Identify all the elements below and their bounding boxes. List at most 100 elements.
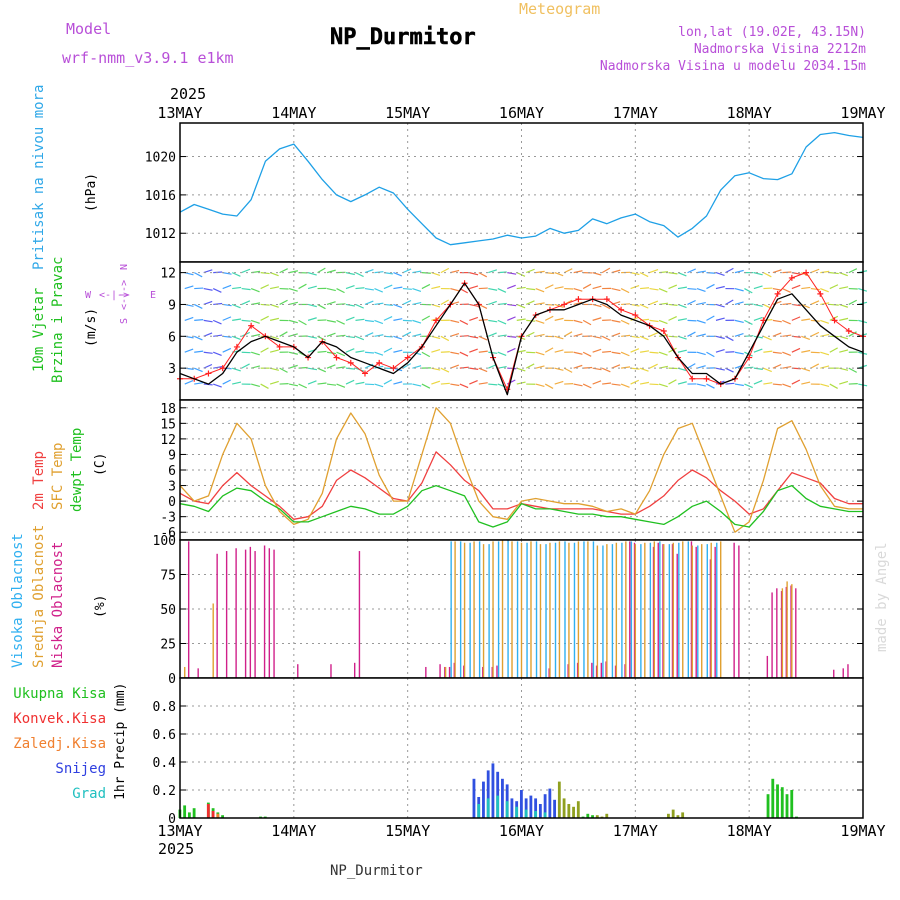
time-tick-label: 13MAY <box>157 822 202 840</box>
wind-arrow <box>250 287 260 293</box>
wind-arrow <box>317 367 327 373</box>
precip-bar <box>776 784 779 818</box>
wind-arrow <box>231 367 241 372</box>
wind-arrow <box>345 316 355 321</box>
wind-arrow <box>269 272 279 277</box>
wind-arrow <box>820 270 830 274</box>
wind-arrow <box>488 363 497 369</box>
wind-arrow <box>402 268 412 274</box>
precip-bar <box>510 798 514 818</box>
wind-gust-marker <box>746 354 753 361</box>
wind-arrow <box>696 270 706 274</box>
wind-arrow <box>611 364 621 369</box>
wind-arrow <box>601 303 611 310</box>
wind-arrow <box>696 302 706 306</box>
wind-arrow <box>715 303 725 308</box>
wind-arrow <box>611 332 621 337</box>
wind-arrow <box>345 367 356 370</box>
wind-arrow <box>687 363 696 369</box>
wind-arrow <box>345 285 355 290</box>
wind-arrow <box>393 349 403 353</box>
wind-arrow <box>478 303 488 309</box>
wind-arrow <box>658 383 668 388</box>
cloud-unit: (%) <box>93 595 108 618</box>
temp-ytick-label: 3 <box>168 480 176 495</box>
precip-legend-frz: Zaledj.Kisa <box>13 736 106 752</box>
wind-arrow <box>554 335 564 340</box>
wind-arrow <box>573 287 583 292</box>
precip-bar <box>534 798 538 818</box>
wind-arrow <box>696 333 706 337</box>
wind-arrow <box>526 287 536 291</box>
wind-arrow <box>345 303 355 307</box>
wind-arrow <box>772 287 782 291</box>
model-name: wrf-nmm_v3.9.1 e1km <box>62 49 234 67</box>
wind-arrow <box>573 301 583 306</box>
wind-arrow <box>791 316 801 321</box>
cloud-ytick-label: 100 <box>153 534 176 549</box>
wind-gust-marker <box>376 359 383 366</box>
wind-arrow <box>677 286 688 290</box>
precip-bar <box>486 798 490 818</box>
wind-arrow <box>269 380 279 385</box>
wind-arrow <box>763 367 772 373</box>
wind-arrow <box>620 288 630 294</box>
wind-arrow <box>298 283 307 290</box>
wind-arrow <box>544 284 554 290</box>
wind-arrow <box>345 272 355 276</box>
wind-arrow <box>374 287 383 293</box>
year-bottom: 2025 <box>158 840 194 858</box>
wind-arrow <box>554 367 564 371</box>
wind-arrow <box>734 301 744 306</box>
wind-arrow <box>516 303 526 309</box>
wind-arrow <box>440 335 450 342</box>
wind-arrow <box>801 335 811 340</box>
altitude-text: Nadmorska Visina 2212m <box>694 42 866 57</box>
wind-arrow <box>763 335 772 341</box>
wind-arrow <box>260 315 269 321</box>
wind-arrow <box>696 287 706 293</box>
precip-bar <box>534 811 538 818</box>
wind-arrow <box>753 367 763 371</box>
wind-arrow <box>554 380 564 385</box>
footer-station: NP_Durmitor <box>330 863 423 879</box>
wind-arrow <box>706 272 716 274</box>
wind-arrow <box>649 332 659 337</box>
wind-gust-marker <box>205 370 212 377</box>
lonlat-text: lon,lat (19.02E, 43.15N) <box>678 25 866 40</box>
wind-arrow <box>488 351 498 354</box>
wind-arrow <box>336 319 345 325</box>
wind-arrow <box>421 383 431 389</box>
wind-arrow <box>326 364 336 369</box>
precip-ytick-label: 0.2 <box>153 784 176 799</box>
wind-arrow <box>687 268 696 274</box>
wind-arrow <box>232 318 242 321</box>
wind-arrow <box>649 351 659 354</box>
precip-labels: Ukupna Kisa Konvek.Kisa Zaledj.Kisa Snij… <box>13 683 128 802</box>
time-tick-label: 18MAY <box>727 104 772 122</box>
wind-arrow <box>326 351 337 355</box>
cloud-series-0 <box>187 541 849 678</box>
wind-arrow <box>734 319 744 323</box>
wind-arrow <box>469 335 479 339</box>
precip-bar <box>605 813 609 818</box>
wind-arrow <box>525 363 535 369</box>
wind-arrow <box>544 383 554 389</box>
wind-arrow <box>469 303 479 307</box>
cloud-ytick-label: 0 <box>168 672 176 687</box>
wind-arrow <box>440 367 450 373</box>
wind-arrow <box>848 299 857 305</box>
wind-arrow <box>383 316 393 321</box>
wind-arrow <box>535 365 545 369</box>
model-label: Model <box>66 20 111 38</box>
precip-bar <box>576 801 580 818</box>
precip-bar <box>538 804 542 818</box>
wind-arrow <box>222 379 231 385</box>
temp-ytick-label: 6 <box>168 464 176 479</box>
wind-arrow <box>639 350 650 353</box>
wind-arrow <box>763 350 773 353</box>
precip-bar <box>557 781 561 818</box>
wind-arrow <box>307 380 317 385</box>
wind-arrow <box>469 348 478 353</box>
wind-arrow <box>554 317 564 321</box>
